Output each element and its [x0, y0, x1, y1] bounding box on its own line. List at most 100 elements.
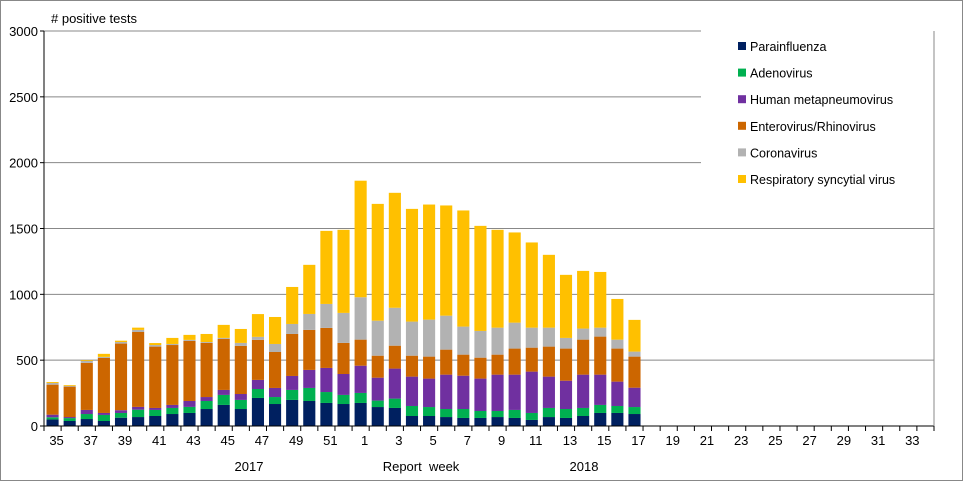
- bar-segment-respiratory-syncytial-virus: [217, 324, 230, 338]
- bar-segment-coronavirus: [217, 337, 230, 339]
- legend-background: [703, 32, 933, 197]
- bar-segment-parainfluenza: [97, 420, 110, 426]
- bar-segment-coronavirus: [491, 327, 504, 355]
- bar-segment-parainfluenza: [508, 417, 521, 426]
- bar-segment-enterovirus-rhinovirus: [251, 339, 264, 380]
- bar-segment-coronavirus: [542, 327, 555, 347]
- bar-segment-respiratory-syncytial-virus: [542, 254, 555, 328]
- bar-segment-enterovirus-rhinovirus: [46, 384, 59, 415]
- bar-segment-parainfluenza: [200, 409, 213, 426]
- bar-segment-parainfluenza: [269, 404, 282, 426]
- bar-segment-enterovirus-rhinovirus: [200, 342, 213, 398]
- bar-segment-adenovirus: [251, 389, 264, 398]
- bar-segment-enterovirus-rhinovirus: [269, 352, 282, 388]
- bar-segment-human-metapneumovirus: [286, 375, 299, 390]
- legend-swatch: [738, 42, 746, 50]
- bar-segment-human-metapneumovirus: [80, 409, 93, 415]
- legend-swatch: [738, 68, 746, 77]
- bar-segment-parainfluenza: [542, 417, 555, 426]
- bar-segment-coronavirus: [97, 356, 110, 358]
- bar-segment-human-metapneumovirus: [440, 374, 453, 410]
- bar-segment-human-metapneumovirus: [388, 368, 401, 399]
- bar-segment-parainfluenza: [149, 415, 162, 426]
- bar-segment-human-metapneumovirus: [474, 378, 487, 411]
- bar-segment-parainfluenza: [337, 404, 350, 426]
- bar-segment-parainfluenza: [234, 409, 247, 426]
- bar-segment-human-metapneumovirus: [423, 378, 436, 408]
- bar-segment-enterovirus-rhinovirus: [405, 355, 419, 377]
- bar-segment-coronavirus: [354, 297, 367, 340]
- bar-segment-adenovirus: [80, 414, 93, 420]
- bar-segment-human-metapneumovirus: [542, 376, 555, 408]
- y-tick-label: 2000: [9, 156, 38, 171]
- bar-segment-parainfluenza: [577, 415, 590, 426]
- bar-segment-adenovirus: [525, 412, 538, 420]
- bar-segment-enterovirus-rhinovirus: [474, 357, 487, 379]
- bar-segment-adenovirus: [114, 412, 128, 418]
- bar-segment-respiratory-syncytial-virus: [132, 327, 145, 330]
- bar-segment-adenovirus: [457, 409, 470, 418]
- bar-segment-adenovirus: [132, 409, 145, 418]
- bar-segment-enterovirus-rhinovirus: [594, 336, 607, 375]
- bar-segment-coronavirus: [286, 323, 299, 334]
- bar-segment-adenovirus: [63, 418, 76, 421]
- x-tick-label: 3: [395, 433, 402, 448]
- bar-segment-parainfluenza: [80, 419, 93, 426]
- bar-segment-parainfluenza: [388, 407, 401, 426]
- bar-segment-enterovirus-rhinovirus: [149, 346, 162, 408]
- x-tick-label: 13: [563, 433, 577, 448]
- bar-segment-parainfluenza: [628, 414, 641, 426]
- bar-segment-adenovirus: [200, 400, 213, 410]
- bar-segment-adenovirus: [559, 409, 573, 418]
- bar-segment-parainfluenza: [251, 397, 264, 426]
- x-tick-label: 27: [802, 433, 816, 448]
- x-tick-label: 35: [49, 433, 63, 448]
- bar-segment-respiratory-syncytial-virus: [457, 210, 470, 327]
- bar-segment-adenovirus: [46, 417, 59, 420]
- bar-segment-parainfluenza: [183, 412, 196, 426]
- x-tick-label: 15: [597, 433, 611, 448]
- bar-segment-enterovirus-rhinovirus: [97, 357, 110, 413]
- bar-segment-respiratory-syncytial-virus: [251, 314, 264, 337]
- bar-segment-human-metapneumovirus: [63, 417, 76, 419]
- bar-segment-respiratory-syncytial-virus: [577, 270, 590, 329]
- bar-segment-adenovirus: [491, 410, 504, 418]
- bar-segment-human-metapneumovirus: [183, 400, 196, 407]
- bar-segment-enterovirus-rhinovirus: [542, 346, 555, 377]
- bar-segment-human-metapneumovirus: [97, 412, 110, 415]
- bar-segment-enterovirus-rhinovirus: [371, 355, 384, 378]
- bar-segment-respiratory-syncytial-virus: [166, 337, 179, 344]
- bar-segment-respiratory-syncytial-virus: [320, 230, 333, 304]
- bar-segment-adenovirus: [269, 397, 282, 405]
- bar-segment-parainfluenza: [166, 414, 179, 426]
- bar-segment-parainfluenza: [559, 417, 573, 426]
- bar-segment-adenovirus: [542, 407, 555, 418]
- year-label-2017: 2017: [235, 459, 264, 474]
- bar-segment-enterovirus-rhinovirus: [354, 339, 367, 366]
- bar-segment-adenovirus: [388, 398, 401, 408]
- bar-segment-adenovirus: [423, 407, 436, 416]
- bar-segment-human-metapneumovirus: [559, 380, 573, 410]
- bar-segment-respiratory-syncytial-virus: [46, 382, 59, 383]
- bar-segment-respiratory-syncytial-virus: [286, 286, 299, 324]
- bar-segment-adenovirus: [166, 407, 179, 415]
- legend-label: Respiratory syncytial virus: [750, 173, 895, 187]
- bar-segment-adenovirus: [594, 404, 607, 413]
- bar-segment-adenovirus: [508, 409, 521, 418]
- bar-segment-human-metapneumovirus: [234, 394, 247, 400]
- bar-segment-parainfluenza: [320, 402, 333, 426]
- x-tick-label: 51: [323, 433, 337, 448]
- bar-segment-adenovirus: [320, 392, 333, 403]
- bar-segment-human-metapneumovirus: [577, 374, 590, 408]
- bar-segment-parainfluenza: [405, 415, 419, 426]
- bar-segment-coronavirus: [337, 312, 350, 343]
- x-tick-label: 39: [118, 433, 132, 448]
- bar-segment-coronavirus: [525, 327, 538, 348]
- bar-segment-adenovirus: [149, 409, 162, 416]
- bar-segment-human-metapneumovirus: [149, 407, 162, 410]
- bar-segment-parainfluenza: [594, 412, 607, 426]
- bar-segment-adenovirus: [97, 414, 110, 421]
- bar-segment-coronavirus: [388, 307, 401, 346]
- x-tick-label: 47: [255, 433, 269, 448]
- bar-segment-coronavirus: [474, 330, 487, 358]
